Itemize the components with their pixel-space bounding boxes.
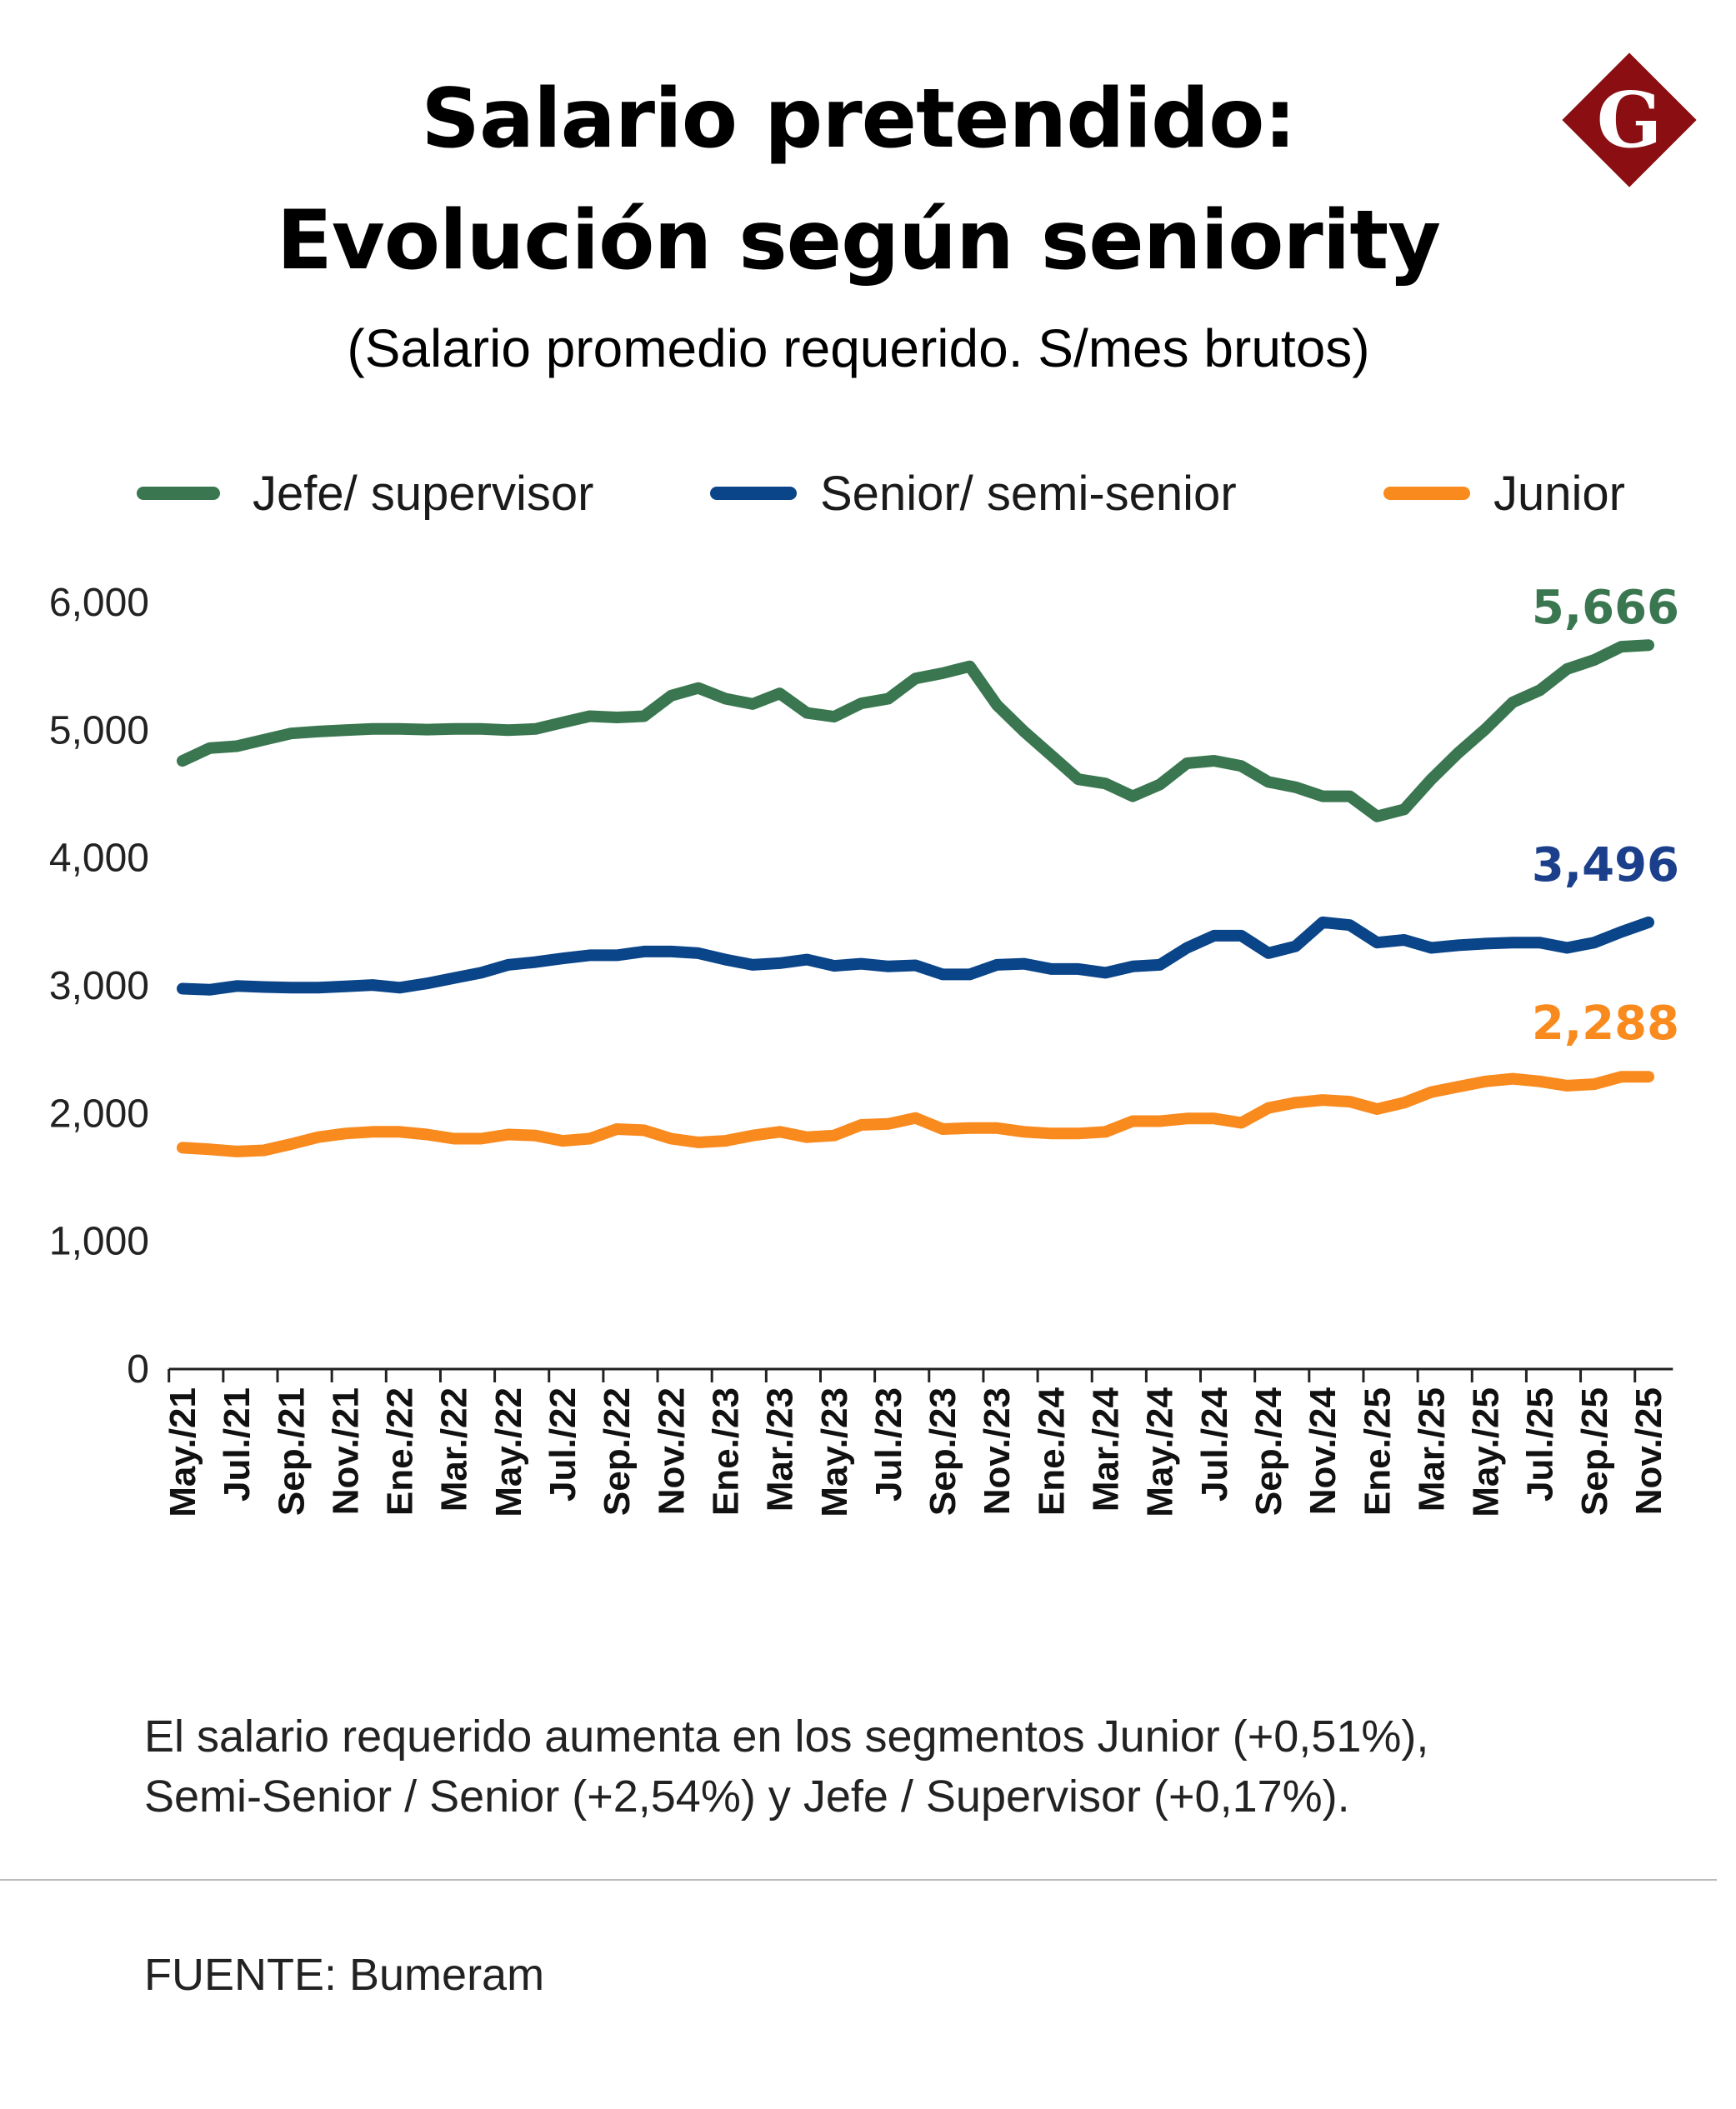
x-tick-label: Jul./22 — [543, 1387, 583, 1502]
end-label-jefe: 5,666 — [1532, 581, 1679, 635]
x-tick-label: Ene./22 — [380, 1387, 421, 1516]
x-tick-label: Mar./22 — [434, 1387, 475, 1512]
y-tick-label: 3,000 — [49, 964, 149, 1008]
x-tick-label: Mar./25 — [1411, 1387, 1452, 1512]
x-tick-label: Sep./22 — [597, 1387, 638, 1516]
x-tick-label: Ene./25 — [1357, 1387, 1398, 1516]
source-text: FUENTE: Bumeram — [144, 1950, 544, 2000]
logo-diamond — [1562, 52, 1697, 187]
y-tick-label: 0 — [127, 1347, 149, 1392]
x-tick-label: Ene./24 — [1031, 1387, 1072, 1516]
x-tick-label: Jul./21 — [217, 1387, 258, 1502]
title-line-1: Salario pretendido: — [421, 72, 1295, 167]
legend-label-junior: Junior — [1493, 467, 1625, 521]
subtitle: (Salario promedio requerido. S/mes bruto… — [347, 318, 1369, 378]
x-tick-label: Nov./23 — [977, 1387, 1018, 1515]
y-tick-label: 5,000 — [49, 708, 149, 752]
legend-label-senior: Senior/ semi-senior — [820, 467, 1237, 521]
x-axis: May./21 Jul./21 Sep./21 Nov./21 Ene./22 Mar./… — [163, 1367, 1673, 1517]
y-tick-label: 1,000 — [49, 1220, 149, 1264]
x-tick-label: Mar./24 — [1086, 1387, 1127, 1512]
y-tick-label: 2,000 — [49, 1092, 149, 1136]
x-tick-label: May./21 — [163, 1387, 203, 1517]
x-tick-label: Sep./25 — [1574, 1387, 1615, 1516]
x-tick-label: Sep./24 — [1248, 1387, 1289, 1516]
y-axis: 0 1,000 2,000 3,000 4,000 5,000 6,000 — [49, 581, 149, 1392]
x-tick-label: Nov./22 — [651, 1387, 692, 1515]
x-tick-label: Jul./25 — [1520, 1387, 1561, 1502]
series-line-jefe — [177, 639, 1654, 822]
x-tick-label: Sep./23 — [923, 1387, 963, 1516]
title-line-2: Evolución según seniority — [277, 193, 1440, 288]
x-tick-label: Jul./23 — [868, 1387, 909, 1502]
end-label-senior: 3,496 — [1532, 838, 1679, 892]
series-lines — [177, 639, 1654, 1157]
x-tick-label: Ene./23 — [705, 1387, 746, 1516]
series-line-senior — [177, 916, 1654, 996]
note-line-1: El salario requerido aumenta en los segm… — [144, 1712, 1428, 1762]
x-tick-label: May./24 — [1140, 1387, 1181, 1517]
legend-label-jefe: Jefe/ supervisor — [253, 467, 593, 521]
y-tick-label: 4,000 — [49, 837, 149, 881]
legend-item-junior: Junior — [1383, 467, 1625, 521]
x-tick-label: May./25 — [1466, 1387, 1507, 1517]
legend: Jefe/ supervisor Senior/ semi-senior Jun… — [137, 467, 1625, 521]
legend-item-senior: Senior/ semi-senior — [710, 467, 1237, 521]
legend-item-jefe: Jefe/ supervisor — [137, 467, 593, 521]
x-tick-label: Nov./21 — [325, 1387, 366, 1515]
end-label-junior: 2,288 — [1532, 997, 1679, 1051]
x-tick-label: Nov./24 — [1303, 1387, 1343, 1515]
note-line-2: Semi-Senior / Senior (+2,54%) y Jefe / S… — [144, 1772, 1350, 1822]
x-tick-label: Mar./23 — [760, 1387, 801, 1512]
x-tick-label: May./22 — [488, 1387, 529, 1517]
end-labels: 5,666 3,496 2,288 — [1532, 581, 1679, 1051]
series-line-junior — [177, 1071, 1654, 1157]
logo: G — [1562, 52, 1697, 187]
x-tick-label: Sep./21 — [271, 1387, 312, 1516]
x-tick-label: Nov./25 — [1628, 1387, 1669, 1515]
x-tick-label: May./23 — [814, 1387, 855, 1517]
y-tick-label: 6,000 — [49, 581, 149, 625]
x-tick-label: Jul./24 — [1194, 1387, 1235, 1501]
logo-letter: G — [1597, 75, 1663, 165]
